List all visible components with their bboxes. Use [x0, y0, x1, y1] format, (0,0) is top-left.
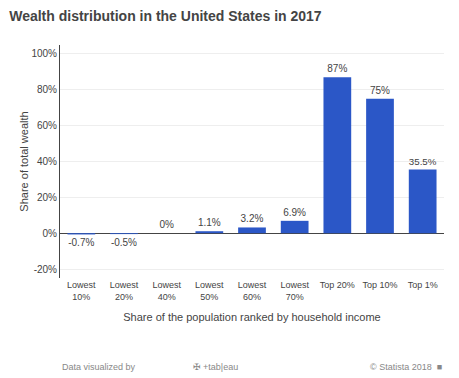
svg-text:Lowest70%: Lowest70%	[280, 280, 309, 302]
svg-text:Share of the population ranked: Share of the population ranked by househ…	[123, 311, 380, 323]
svg-text:Lowest40%: Lowest40%	[152, 280, 181, 302]
svg-text:© Statista 2018 ■: © Statista 2018 ■	[370, 362, 442, 372]
svg-text:-0.7%: -0.7%	[68, 237, 94, 248]
svg-text:Top 20%: Top 20%	[320, 280, 355, 290]
svg-text:75%: 75%	[370, 85, 390, 96]
svg-text:Lowest50%: Lowest50%	[195, 280, 224, 302]
svg-text:Lowest10%: Lowest10%	[67, 280, 96, 302]
svg-text:60%: 60%	[37, 120, 57, 131]
svg-text:3.2%: 3.2%	[241, 213, 264, 224]
svg-text:1.1%: 1.1%	[198, 217, 221, 228]
svg-text:Data visualized by: Data visualized by	[62, 362, 136, 372]
svg-text:87%: 87%	[327, 63, 347, 74]
svg-text:Lowest20%: Lowest20%	[110, 280, 139, 302]
svg-text:✠ +tab|eau: ✠ +tab|eau	[193, 362, 238, 372]
svg-text:Share of total wealth: Share of total wealth	[18, 111, 30, 211]
svg-text:0%: 0%	[43, 228, 58, 239]
svg-text:Top 1%: Top 1%	[408, 280, 438, 290]
svg-text:-20%: -20%	[34, 264, 57, 275]
svg-text:20%: 20%	[37, 192, 57, 203]
svg-text:6.9%: 6.9%	[283, 207, 306, 218]
svg-text:40%: 40%	[37, 156, 57, 167]
svg-text:Wealth distribution in the Uni: Wealth distribution in the United States…	[9, 8, 322, 24]
svg-text:100%: 100%	[31, 48, 57, 59]
svg-text:0%: 0%	[159, 219, 174, 230]
svg-text:-0.5%: -0.5%	[111, 237, 137, 248]
svg-text:Top 10%: Top 10%	[362, 280, 397, 290]
svg-text:80%: 80%	[37, 84, 57, 95]
svg-text:Lowest60%: Lowest60%	[238, 280, 267, 302]
svg-text:35.5%: 35.5%	[409, 156, 437, 167]
